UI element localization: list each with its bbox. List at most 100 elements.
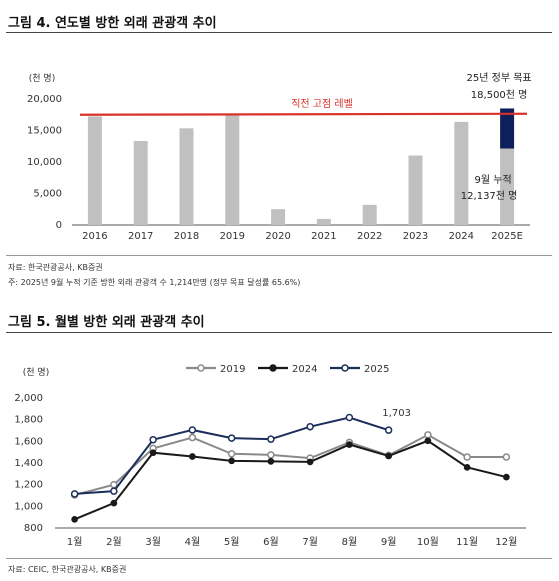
bar-2021 [316,218,331,225]
cumulative-annotation-line1: 9월 누적 [475,174,512,186]
y-tick-label: 1,200 [14,480,43,491]
point-2025 [188,426,197,434]
x-tick-label: 2018 [174,231,199,242]
x-tick-label: 5월 [224,536,240,548]
y-unit-label: (천 명) [23,367,49,378]
y-tick-label: 1,000 [14,501,43,512]
y-tick-label: 2,000 [14,393,43,404]
bar-2023 [408,155,423,225]
point-2024 [267,458,275,465]
point-2025 [70,490,79,498]
x-tick-label: 2025E [491,231,523,242]
point-2024 [71,515,78,523]
point-2019 [502,453,511,461]
x-tick-label: 2017 [128,231,153,242]
cumulative-annotation-line2: 12,137천 명 [461,190,518,202]
point-2025 [384,426,393,434]
target-annotation-line2: 18,500천 명 [471,89,528,101]
x-tick-label: 1월 [67,536,83,548]
y-tick-label: 1,400 [14,458,43,469]
x-tick-label: 2024 [449,231,474,242]
point-2025 [110,487,118,495]
figure2-title: 그림 5. 월별 방한 외래 관광객 추이 [8,315,205,330]
x-tick-label: 2019 [220,231,245,242]
bar-2022 [362,204,377,225]
x-tick-label: 4월 [185,536,201,548]
y-tick-label: 1,600 [14,436,43,447]
bar-2016 [87,116,102,225]
y-tick-label: 15,000 [27,126,62,137]
point-2024 [346,441,353,448]
legend-label-2019: 2019 [220,364,245,375]
point-2019 [267,451,275,459]
figure1-title-rule [6,32,552,33]
reference-line [79,112,528,116]
legend-label-2024: 2024 [292,364,317,375]
y-unit-label: (천 명) [29,73,55,84]
legend-label-2025: 2025 [364,364,389,375]
x-tick-label: 2021 [311,231,336,242]
point-2025 [227,434,236,442]
point-2024 [189,453,196,460]
x-tick-label: 2023 [403,231,428,242]
legend-marker-2025 [341,364,349,372]
figure1-bottom-rule [6,255,552,256]
x-tick-label: 8월 [342,536,358,548]
figure2-source: 자료: CEIC, 한국관광공사, KB증권 [8,565,127,574]
point-2024 [228,457,235,465]
point-2019 [188,433,197,442]
bar-2020 [271,209,286,225]
x-tick-label: 12월 [495,536,517,548]
legend-marker-2019 [197,364,205,372]
x-tick-label: 10월 [417,536,439,548]
y-tick-label: 800 [24,523,43,534]
bar-2019 [225,114,240,225]
point-2019 [424,431,432,439]
figure1-footnote: 주: 2025년 9월 누적 기준 방한 외래 관광객 수 1,214만명 (정… [8,278,301,287]
figure2-title-rule [6,332,552,333]
x-tick-label: 2016 [82,231,107,242]
x-tick-label: 6월 [263,536,279,548]
x-tick-label: 3월 [145,536,161,548]
bar-2018 [179,128,194,225]
point-2025 [149,435,157,444]
bar-2025-target-gap [500,108,515,149]
y-tick-label: 0 [56,220,62,231]
figure2-bottom-rule [6,558,552,559]
data-label-2025-sep: 1,703 [382,408,411,419]
figure1-title: 그림 4. 연도별 방한 외래 관광객 추이 [8,16,217,31]
bar-2017 [133,140,148,225]
reference-line-label: 직전 고점 레벨 [291,98,353,110]
figure1-source: 자료: 한국관광공사, KB증권 [8,263,103,272]
point-2019 [227,450,236,458]
bar-2024 [454,121,469,225]
x-tick-label: 9월 [381,536,397,548]
x-tick-label: 2월 [106,536,122,548]
series-line-2019 [74,433,507,496]
x-tick-label: 7월 [302,536,318,548]
point-2019 [463,453,471,461]
y-tick-label: 1,800 [14,415,43,426]
point-2024 [463,463,471,471]
point-2025 [306,422,314,431]
point-2024 [503,473,510,481]
annual-visitors-bar-chart: (천 명) 0 5,000 10,000 15,000 20,000 2016 2017 201… [27,72,532,242]
monthly-visitors-line-chart: (천 명) 2019 2024 2025 800 1,000 1,200 1,400 1,600… [14,364,526,548]
bar-2025E [500,148,515,225]
point-2024 [110,499,118,507]
point-2024 [306,458,314,466]
y-tick-label: 5,000 [33,189,62,200]
point-2025 [267,435,275,443]
x-tick-label: 2020 [265,231,290,242]
series-line-2024 [74,439,507,521]
y-tick-label: 10,000 [27,157,62,168]
point-2024 [385,452,392,460]
point-2024 [149,449,157,457]
legend-marker-2024 [269,364,277,372]
x-tick-label: 11월 [456,536,478,548]
point-2025 [345,413,354,422]
y-tick-label: 20,000 [27,94,62,105]
point-2024 [424,437,432,445]
target-annotation-line1: 25년 정부 목표 [467,72,532,84]
x-tick-label: 2022 [357,231,382,242]
